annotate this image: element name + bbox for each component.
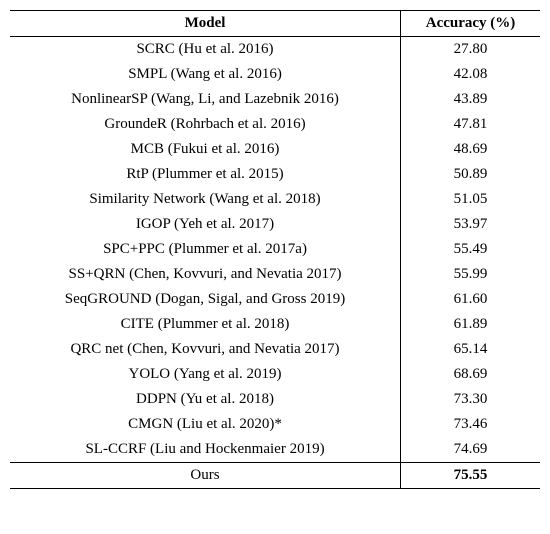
cell-model: RtP (Plummer et al. 2015)	[10, 162, 401, 187]
cell-model: GroundeR (Rohrbach et al. 2016)	[10, 112, 401, 137]
table-row: SCRC (Hu et al. 2016)27.80	[10, 37, 540, 63]
cell-accuracy: 61.89	[401, 312, 540, 337]
cell-model-ours: Ours	[10, 463, 401, 489]
cell-accuracy: 43.89	[401, 87, 540, 112]
results-table-container: Model Accuracy (%) SCRC (Hu et al. 2016)…	[10, 10, 540, 489]
table-row: IGOP (Yeh et al. 2017)53.97	[10, 212, 540, 237]
table-row: SL-CCRF (Liu and Hockenmaier 2019)74.69	[10, 437, 540, 463]
table-row: DDPN (Yu et al. 2018)73.30	[10, 387, 540, 412]
cell-model: YOLO (Yang et al. 2019)	[10, 362, 401, 387]
header-accuracy: Accuracy (%)	[401, 11, 540, 37]
cell-model: MCB (Fukui et al. 2016)	[10, 137, 401, 162]
table-row: QRC net (Chen, Kovvuri, and Nevatia 2017…	[10, 337, 540, 362]
table-row: SPC+PPC (Plummer et al. 2017a)55.49	[10, 237, 540, 262]
cell-model: SMPL (Wang et al. 2016)	[10, 62, 401, 87]
cell-accuracy: 73.46	[401, 412, 540, 437]
table-row: SS+QRN (Chen, Kovvuri, and Nevatia 2017)…	[10, 262, 540, 287]
cell-accuracy: 42.08	[401, 62, 540, 87]
header-model: Model	[10, 11, 401, 37]
cell-accuracy: 65.14	[401, 337, 540, 362]
table-row: SeqGROUND (Dogan, Sigal, and Gross 2019)…	[10, 287, 540, 312]
table-row: GroundeR (Rohrbach et al. 2016)47.81	[10, 112, 540, 137]
cell-model: CITE (Plummer et al. 2018)	[10, 312, 401, 337]
cell-model: SeqGROUND (Dogan, Sigal, and Gross 2019)	[10, 287, 401, 312]
cell-accuracy: 53.97	[401, 212, 540, 237]
cell-accuracy: 61.60	[401, 287, 540, 312]
cell-model: NonlinearSP (Wang, Li, and Lazebnik 2016…	[10, 87, 401, 112]
cell-model: DDPN (Yu et al. 2018)	[10, 387, 401, 412]
cell-accuracy: 48.69	[401, 137, 540, 162]
cell-accuracy: 73.30	[401, 387, 540, 412]
cell-accuracy: 55.99	[401, 262, 540, 287]
table-row: CMGN (Liu et al. 2020)*73.46	[10, 412, 540, 437]
cell-model: SCRC (Hu et al. 2016)	[10, 37, 401, 63]
table-row: YOLO (Yang et al. 2019)68.69	[10, 362, 540, 387]
cell-model: SL-CCRF (Liu and Hockenmaier 2019)	[10, 437, 401, 463]
cell-model: SPC+PPC (Plummer et al. 2017a)	[10, 237, 401, 262]
table-row: SMPL (Wang et al. 2016)42.08	[10, 62, 540, 87]
table-row: MCB (Fukui et al. 2016)48.69	[10, 137, 540, 162]
cell-accuracy: 27.80	[401, 37, 540, 63]
cell-accuracy: 68.69	[401, 362, 540, 387]
cell-model: IGOP (Yeh et al. 2017)	[10, 212, 401, 237]
results-table: Model Accuracy (%) SCRC (Hu et al. 2016)…	[10, 10, 540, 489]
table-row: RtP (Plummer et al. 2015)50.89	[10, 162, 540, 187]
table-row: Similarity Network (Wang et al. 2018)51.…	[10, 187, 540, 212]
cell-model: CMGN (Liu et al. 2020)*	[10, 412, 401, 437]
cell-accuracy-ours: 75.55	[401, 463, 540, 489]
cell-accuracy: 50.89	[401, 162, 540, 187]
cell-model: Similarity Network (Wang et al. 2018)	[10, 187, 401, 212]
table-header-row: Model Accuracy (%)	[10, 11, 540, 37]
cell-accuracy: 74.69	[401, 437, 540, 463]
cell-accuracy: 51.05	[401, 187, 540, 212]
cell-model: SS+QRN (Chen, Kovvuri, and Nevatia 2017)	[10, 262, 401, 287]
cell-accuracy: 47.81	[401, 112, 540, 137]
cell-accuracy: 55.49	[401, 237, 540, 262]
cell-model: QRC net (Chen, Kovvuri, and Nevatia 2017…	[10, 337, 401, 362]
table-row: NonlinearSP (Wang, Li, and Lazebnik 2016…	[10, 87, 540, 112]
table-row-ours: Ours 75.55	[10, 463, 540, 489]
table-row: CITE (Plummer et al. 2018)61.89	[10, 312, 540, 337]
